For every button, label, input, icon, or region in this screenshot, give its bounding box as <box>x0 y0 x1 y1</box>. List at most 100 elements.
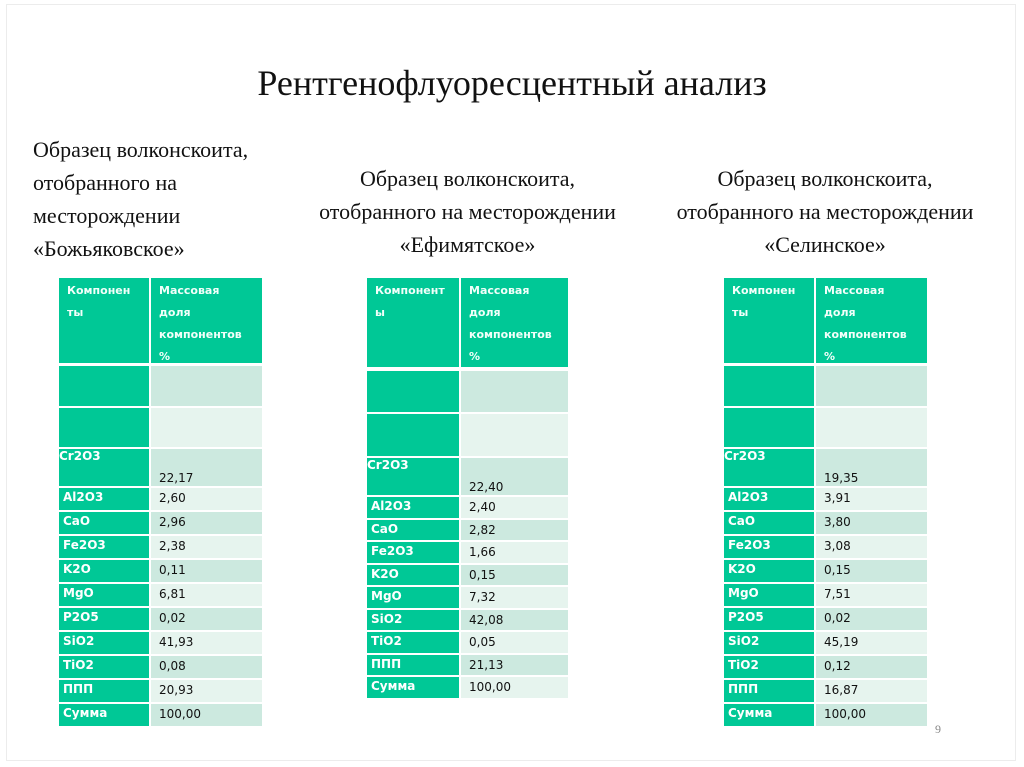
mass-fraction-cell: 19,35 <box>816 449 927 486</box>
table-row: Cr2O3 22,17 <box>59 449 262 486</box>
sample-caption-efimyatskoe: Образец волконскоита, отобранного на мес… <box>285 162 650 261</box>
caption-line: Образец волконскоита, <box>33 137 249 162</box>
mass-fraction-cell: Массовая доля компонентов% <box>816 278 927 363</box>
table-row: P2O5 0,02 <box>59 608 262 630</box>
table-row: Fe2O3 2,38 <box>59 536 262 558</box>
table-row: Fe2O3 1,66 <box>367 542 568 563</box>
component-cell: Fe2O3 <box>724 536 814 558</box>
mass-fraction-cell: 7,32 <box>461 587 568 608</box>
caption-line: «Ефимятское» <box>399 232 536 257</box>
mass-fraction-cell: 1,66 <box>461 542 568 563</box>
component-cell: TiO2 <box>367 632 459 653</box>
mass-fraction-cell: 2,96 <box>151 512 262 534</box>
sample-caption-bozhyakovskoe: Образец волконскоита, отобранного на мес… <box>33 133 248 265</box>
table-row: MgO 7,51 <box>724 584 927 606</box>
component-cell: P2O5 <box>59 608 149 630</box>
mass-fraction-cell: 0,15 <box>461 564 568 585</box>
component-cell: SiO2 <box>59 632 149 654</box>
header-text: Массовая <box>824 284 885 297</box>
mass-fraction-cell: 0,12 <box>816 656 927 678</box>
table-row: MgO 6,81 <box>59 584 262 606</box>
component-cell: Al2O3 <box>59 488 149 510</box>
component-cell: MgO <box>367 587 459 608</box>
header-text: ы <box>375 306 385 319</box>
mass-fraction-cell: 3,91 <box>816 488 927 510</box>
table-row: CaO 2,82 <box>367 519 568 540</box>
header-text: доля <box>159 306 191 319</box>
table-row: CaO 2,96 <box>59 512 262 534</box>
component-cell: K2O <box>367 564 459 585</box>
table-row: ППП 16,87 <box>724 680 927 702</box>
table-row: ППП 20,93 <box>59 680 262 702</box>
component-cell: Сумма <box>59 704 149 726</box>
mass-fraction-cell: 0,11 <box>151 560 262 582</box>
mass-fraction-cell: 16,87 <box>816 680 927 702</box>
component-cell: ППП <box>724 680 814 702</box>
table-row: P2O5 0,02 <box>724 608 927 630</box>
table-row: ППП 21,13 <box>367 654 568 675</box>
mass-fraction-cell: 3,08 <box>816 536 927 558</box>
table-row: CaO 3,80 <box>724 512 927 534</box>
table-row: Cr2O3 19,35 <box>724 449 927 486</box>
mass-fraction-cell <box>151 408 262 447</box>
table-row <box>724 366 927 406</box>
table-row: MgO 7,32 <box>367 587 568 608</box>
mass-fraction-cell: 6,81 <box>151 584 262 606</box>
mass-fraction-cell: Массовая доля компонентов% <box>151 278 262 363</box>
component-cell: Cr2O3 <box>367 458 459 495</box>
caption-line: «Божьяковское» <box>33 236 185 261</box>
mass-fraction-cell: 22,17 <box>151 449 262 486</box>
component-cell: ППП <box>367 654 459 675</box>
table-row <box>59 366 262 406</box>
table-row: Al2O3 2,40 <box>367 497 568 518</box>
mass-fraction-cell: 42,08 <box>461 609 568 630</box>
component-cell: Cr2O3 <box>59 449 149 486</box>
sample-caption-selinskoe: Образец волконскоита, отобранного на мес… <box>645 162 1005 261</box>
mass-fraction-cell: 100,00 <box>461 677 568 698</box>
table-row <box>59 408 262 447</box>
mass-fraction-cell: 0,02 <box>816 608 927 630</box>
mass-fraction-cell <box>461 414 568 456</box>
table-row: TiO2 0,05 <box>367 632 568 653</box>
mass-fraction-cell <box>151 366 262 406</box>
component-cell: TiO2 <box>59 656 149 678</box>
caption-line: месторождении <box>33 203 181 228</box>
component-cell: K2O <box>59 560 149 582</box>
table-row: Сумма 100,00 <box>59 704 262 726</box>
component-cell: SiO2 <box>724 632 814 654</box>
mass-fraction-cell: 45,19 <box>816 632 927 654</box>
header-text: Компонент <box>375 284 445 297</box>
component-cell: MgO <box>724 584 814 606</box>
caption-line: «Селинское» <box>764 232 886 257</box>
table-row: K2O 0,11 <box>59 560 262 582</box>
table-row: Cr2O3 22,40 <box>367 458 568 495</box>
header-text: компонентов <box>824 328 907 341</box>
component-cell: CaO <box>367 519 459 540</box>
page-number: 9 <box>935 722 941 736</box>
component-cell <box>724 408 814 447</box>
header-text: % <box>469 350 481 363</box>
header-text: Компонен <box>67 284 131 297</box>
component-cell: MgO <box>59 584 149 606</box>
table-row: K2O 0,15 <box>724 560 927 582</box>
component-cell: Сумма <box>367 677 459 698</box>
component-cell: Fe2O3 <box>59 536 149 558</box>
table-row: TiO2 0,08 <box>59 656 262 678</box>
component-cell <box>59 408 149 447</box>
header-text: компонентов <box>469 328 552 341</box>
mass-fraction-cell: 100,00 <box>816 704 927 726</box>
mass-fraction-cell: 3,80 <box>816 512 927 534</box>
component-cell: Сумма <box>724 704 814 726</box>
component-cell: CaO <box>59 512 149 534</box>
mass-fraction-cell: 0,08 <box>151 656 262 678</box>
component-cell: SiO2 <box>367 609 459 630</box>
mass-fraction-cell: 20,93 <box>151 680 262 702</box>
header-text: ты <box>67 306 84 319</box>
table-row: Al2O3 3,91 <box>724 488 927 510</box>
mass-fraction-cell: 2,38 <box>151 536 262 558</box>
caption-line: отобранного на месторождении <box>676 199 974 224</box>
mass-fraction-cell <box>816 366 927 406</box>
